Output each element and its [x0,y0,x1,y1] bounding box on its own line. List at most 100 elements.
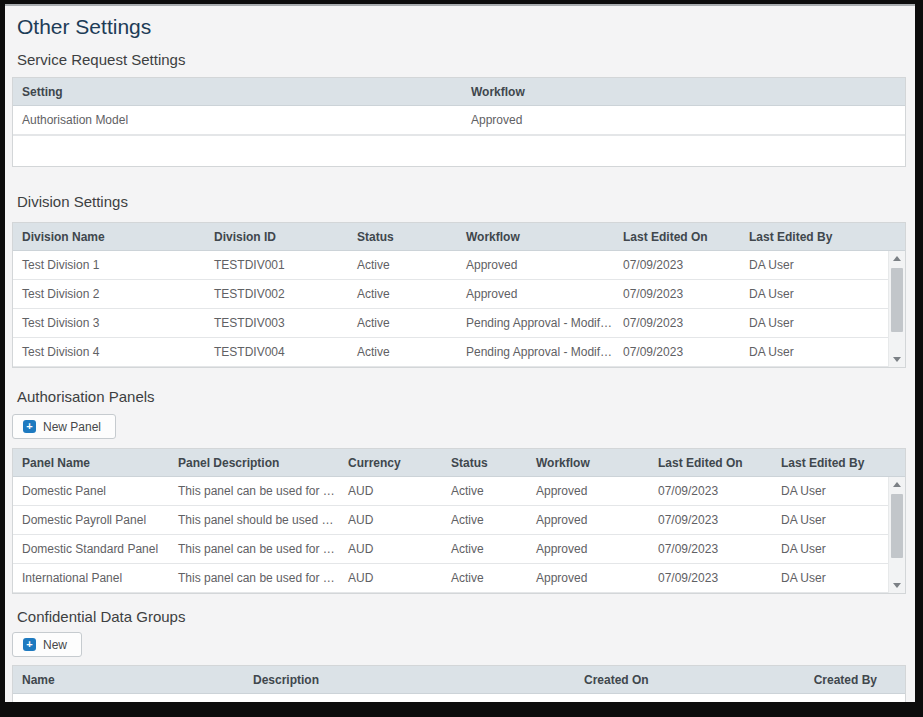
cell-currency: AUD [339,571,442,585]
cell-last-edited-by: DA User [772,542,888,556]
table-body: Test Division 1 TESTDIV001 Active Approv… [13,251,905,367]
cell-created-by: TG DEMO USER [803,701,905,702]
vertical-scrollbar[interactable] [888,477,905,593]
column-header-created-on: Created On [575,673,803,687]
table-body: Domestic Panel This panel can be used fo… [13,477,905,593]
cell-workflow: Approved [527,513,649,527]
cell-status: Active [442,513,527,527]
cell-last-edited-by: DA User [772,513,888,527]
table-row[interactable]: Test Division 1 TESTDIV001 Active Approv… [13,251,888,280]
cell-workflow: Approved [457,287,614,301]
table-row[interactable]: Test Division 4 TESTDIV004 Active Pendin… [13,338,888,367]
scroll-up-arrow-icon[interactable] [889,477,905,492]
cell-last-edited-by: DA User [772,484,888,498]
cell-panel-name: International Panel [13,571,169,585]
table-row[interactable]: International Panel This panel can be us… [13,564,888,593]
column-header-workflow: Workflow [527,456,649,470]
scrollbar-thumb[interactable] [891,494,903,558]
column-header-last-edited-on: Last Edited On [614,230,740,244]
table-header-row: Setting Workflow [13,78,905,106]
column-header-status: Status [348,230,457,244]
cell-last-edited-by: DA User [740,316,888,330]
cell-division-id: TESTDIV002 [205,287,348,301]
cell-currency: AUD [339,484,442,498]
cell-division-id: TESTDIV001 [205,258,348,272]
confidential-data-groups-table: Name Description Created On Created By D… [12,665,906,702]
new-panel-button[interactable]: + New Panel [12,414,116,439]
scroll-down-arrow-icon[interactable] [889,352,905,367]
cell-last-edited-by: DA User [740,258,888,272]
cell-setting: Authorisation Model [13,113,462,127]
cell-last-edited-on: 07/09/2023 [614,316,740,330]
plus-icon: + [23,638,36,651]
cell-division-name: Test Division 4 [13,345,205,359]
table-row[interactable]: Authorisation Model Approved [13,106,905,135]
cell-panel-description: This panel can be used for standard … [169,542,339,556]
table-header-row: Division Name Division ID Status Workflo… [13,223,905,251]
table-row[interactable]: Test Division 2 TESTDIV002 Active Approv… [13,280,888,309]
cell-status: Active [348,345,457,359]
column-header-division-name: Division Name [13,230,205,244]
cell-panel-name: Domestic Payroll Panel [13,513,169,527]
page-title: Other Settings [17,14,906,40]
scroll-down-arrow-icon[interactable] [889,578,905,593]
column-header-last-edited-on: Last Edited On [649,456,772,470]
authorisation-panels-table: Panel Name Panel Description Currency St… [12,448,906,594]
column-header-currency: Currency [339,456,442,470]
cell-status: Active [348,258,457,272]
cell-created-on: 08/09/2023 11:09:14 [575,701,803,702]
column-header-panel-description: Panel Description [169,456,339,470]
table-row[interactable]: Demo Data Group TG Demo Confidential Dat… [13,694,905,702]
cell-status: Active [348,287,457,301]
service-request-settings-heading: Service Request Settings [17,51,906,69]
table-header-row: Name Description Created On Created By [13,666,905,694]
confidential-data-groups-heading: Confidential Data Groups [17,608,906,626]
new-panel-button-label: New Panel [43,420,101,434]
cell-panel-name: Domestic Panel [13,484,169,498]
cell-last-edited-by: DA User [740,287,888,301]
new-button-label: New [43,638,67,652]
cell-panel-description: This panel can be used for all domes… [169,484,339,498]
table-row[interactable]: Test Division 3 TESTDIV003 Active Pendin… [13,309,888,338]
cell-workflow: Pending Approval - Modified [457,345,614,359]
cell-last-edited-on: 07/09/2023 [649,542,772,556]
authorisation-panels-heading: Authorisation Panels [17,388,906,406]
cell-last-edited-on: 07/09/2023 [614,287,740,301]
column-header-last-edited-by: Last Edited By [772,456,905,470]
cell-workflow: Approved [527,484,649,498]
cell-status: Active [348,316,457,330]
column-header-name: Name [13,673,244,687]
cell-panel-name: Domestic Standard Panel [13,542,169,556]
other-settings-page: Other Settings Service Request Settings … [5,4,915,702]
column-header-description: Description [244,673,575,687]
table-body: Authorisation Model Approved [13,106,905,166]
scrollbar-thumb[interactable] [891,268,903,332]
cell-panel-description: This panel should be used specificall… [169,513,339,527]
cell-workflow: Approved [527,542,649,556]
table-row[interactable]: Domestic Standard Panel This panel can b… [13,535,888,564]
cell-last-edited-by: DA User [772,571,888,585]
column-header-panel-name: Panel Name [13,456,169,470]
cell-division-name: Test Division 2 [13,287,205,301]
cell-last-edited-by: DA User [740,345,888,359]
cell-last-edited-on: 07/09/2023 [614,345,740,359]
new-button[interactable]: + New [12,632,82,657]
cell-workflow: Approved [457,258,614,272]
cell-status: Active [442,542,527,556]
column-header-last-edited-by: Last Edited By [740,230,905,244]
vertical-scrollbar[interactable] [888,251,905,367]
table-row[interactable]: Domestic Panel This panel can be used fo… [13,477,888,506]
cell-last-edited-on: 07/09/2023 [649,513,772,527]
plus-icon: + [23,420,36,433]
table-header-row: Panel Name Panel Description Currency St… [13,449,905,477]
cell-last-edited-on: 07/09/2023 [614,258,740,272]
table-row[interactable]: Domestic Payroll Panel This panel should… [13,506,888,535]
cell-last-edited-on: 07/09/2023 [649,484,772,498]
column-header-workflow: Workflow [462,85,905,99]
cell-status: Active [442,571,527,585]
cell-currency: AUD [339,513,442,527]
cell-division-id: TESTDIV003 [205,316,348,330]
scroll-up-arrow-icon[interactable] [889,251,905,266]
column-header-division-id: Division ID [205,230,348,244]
division-settings-heading: Division Settings [17,193,906,211]
